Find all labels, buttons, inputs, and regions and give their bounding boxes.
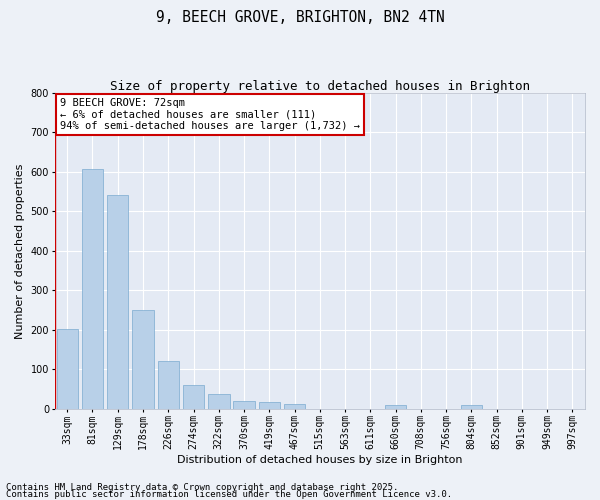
Text: Contains public sector information licensed under the Open Government Licence v3: Contains public sector information licen… (6, 490, 452, 499)
Bar (183, 385, 204, 408)
Text: Contains HM Land Registry data © Crown copyright and database right 2025.: Contains HM Land Registry data © Crown c… (6, 484, 398, 492)
Bar (461, 406, 482, 408)
Bar (82, 169, 103, 408)
Bar (259, 402, 280, 408)
Y-axis label: Number of detached properties: Number of detached properties (15, 163, 25, 338)
Text: 9, BEECH GROVE, BRIGHTON, BN2 4TN: 9, BEECH GROVE, BRIGHTON, BN2 4TN (155, 10, 445, 25)
X-axis label: Distribution of detached houses by size in Brighton: Distribution of detached houses by size … (177, 455, 463, 465)
Bar (385, 406, 406, 408)
Text: 9 BEECH GROVE: 72sqm
← 6% of detached houses are smaller (111)
94% of semi-detac: 9 BEECH GROVE: 72sqm ← 6% of detached ho… (60, 98, 360, 131)
Bar (158, 362, 179, 408)
Bar (233, 400, 255, 408)
Bar (107, 195, 128, 408)
Title: Size of property relative to detached houses in Brighton: Size of property relative to detached ho… (110, 80, 530, 93)
Bar (56, 328, 78, 408)
Bar (208, 394, 230, 408)
Bar (132, 310, 154, 408)
Bar (284, 404, 305, 408)
